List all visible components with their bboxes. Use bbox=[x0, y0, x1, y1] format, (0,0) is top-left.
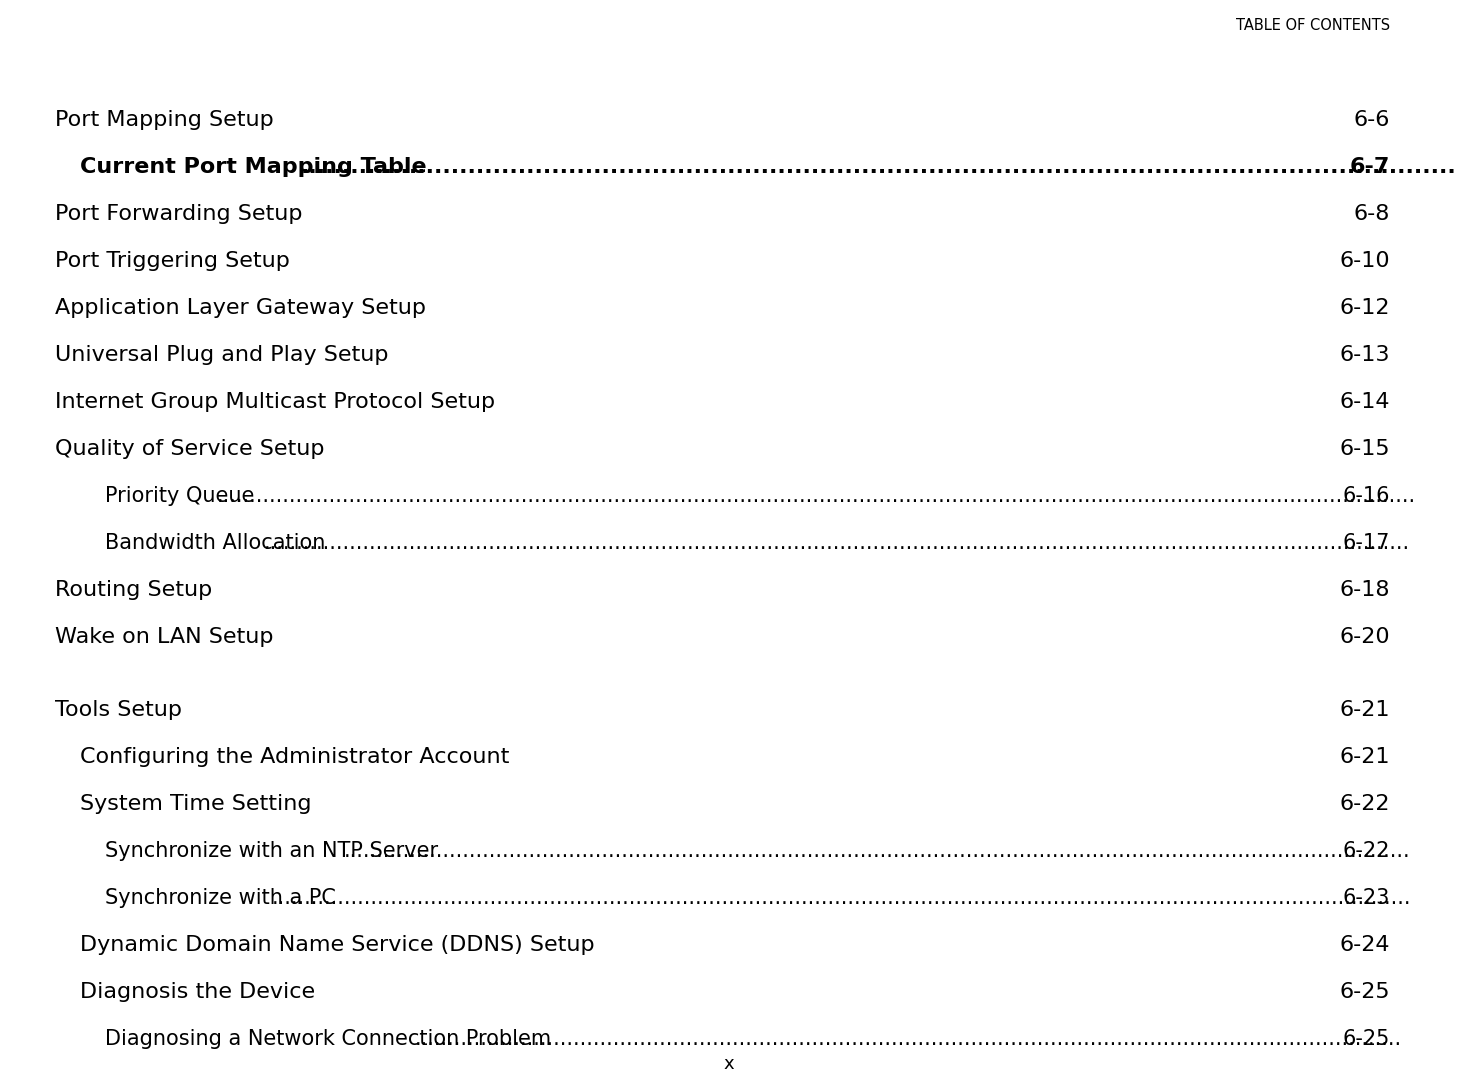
Text: ................................................................................: ........................................… bbox=[344, 840, 1410, 861]
Text: Synchronize with a PC: Synchronize with a PC bbox=[105, 888, 335, 908]
Text: 6-21: 6-21 bbox=[1340, 747, 1389, 767]
Text: ................................................................................: ........................................… bbox=[264, 533, 1410, 553]
Text: Current Port Mapping Table: Current Port Mapping Table bbox=[80, 157, 427, 177]
Text: 6-25: 6-25 bbox=[1343, 1029, 1389, 1049]
Text: ................................................................................: ........................................… bbox=[216, 486, 1416, 506]
Text: 6-7: 6-7 bbox=[1350, 157, 1389, 177]
Text: x: x bbox=[723, 1055, 735, 1073]
Text: 6-25: 6-25 bbox=[1340, 982, 1389, 1002]
Text: Synchronize with an NTP Server: Synchronize with an NTP Server bbox=[105, 840, 437, 861]
Text: Routing Setup: Routing Setup bbox=[55, 580, 213, 600]
Text: Internet Group Multicast Protocol Setup: Internet Group Multicast Protocol Setup bbox=[55, 392, 496, 412]
Text: 6-8: 6-8 bbox=[1353, 204, 1389, 225]
Text: 6-13: 6-13 bbox=[1340, 346, 1389, 365]
Text: 6-15: 6-15 bbox=[1340, 439, 1389, 459]
Text: 6-10: 6-10 bbox=[1340, 251, 1389, 271]
Text: ................................................................................: ........................................… bbox=[273, 888, 1411, 908]
Text: 6-14: 6-14 bbox=[1340, 392, 1389, 412]
Text: 6-23: 6-23 bbox=[1343, 888, 1389, 908]
Text: 6-21: 6-21 bbox=[1340, 700, 1389, 719]
Text: 6-12: 6-12 bbox=[1340, 298, 1389, 318]
Text: Application Layer Gateway Setup: Application Layer Gateway Setup bbox=[55, 298, 426, 318]
Text: Wake on LAN Setup: Wake on LAN Setup bbox=[55, 627, 274, 647]
Text: Bandwidth Allocation: Bandwidth Allocation bbox=[105, 533, 325, 553]
Text: 6-24: 6-24 bbox=[1340, 935, 1389, 955]
Text: 6-22: 6-22 bbox=[1343, 840, 1389, 861]
Text: Dynamic Domain Name Service (DDNS) Setup: Dynamic Domain Name Service (DDNS) Setup bbox=[80, 935, 595, 955]
Text: System Time Setting: System Time Setting bbox=[80, 794, 312, 814]
Text: Port Mapping Setup: Port Mapping Setup bbox=[55, 110, 274, 130]
Text: 6-22: 6-22 bbox=[1340, 794, 1389, 814]
Text: Universal Plug and Play Setup: Universal Plug and Play Setup bbox=[55, 346, 388, 365]
Text: ................................................................................: ........................................… bbox=[416, 1029, 1403, 1049]
Text: Quality of Service Setup: Quality of Service Setup bbox=[55, 439, 325, 459]
Text: 6-17: 6-17 bbox=[1343, 533, 1389, 553]
Text: Port Triggering Setup: Port Triggering Setup bbox=[55, 251, 290, 271]
Text: Diagnosis the Device: Diagnosis the Device bbox=[80, 982, 315, 1002]
Text: Configuring the Administrator Account: Configuring the Administrator Account bbox=[80, 747, 509, 767]
Text: 6-18: 6-18 bbox=[1340, 580, 1389, 600]
Text: 6-6: 6-6 bbox=[1353, 110, 1389, 130]
Text: 6-16: 6-16 bbox=[1343, 486, 1389, 506]
Text: Priority Queue: Priority Queue bbox=[105, 486, 254, 506]
Text: Diagnosing a Network Connection Problem: Diagnosing a Network Connection Problem bbox=[105, 1029, 551, 1049]
Text: ................................................................................: ........................................… bbox=[300, 157, 1458, 177]
Text: Port Forwarding Setup: Port Forwarding Setup bbox=[55, 204, 302, 225]
Text: 6-20: 6-20 bbox=[1340, 627, 1389, 647]
Text: TABLE OF CONTENTS: TABLE OF CONTENTS bbox=[1236, 19, 1389, 33]
Text: Tools Setup: Tools Setup bbox=[55, 700, 182, 719]
